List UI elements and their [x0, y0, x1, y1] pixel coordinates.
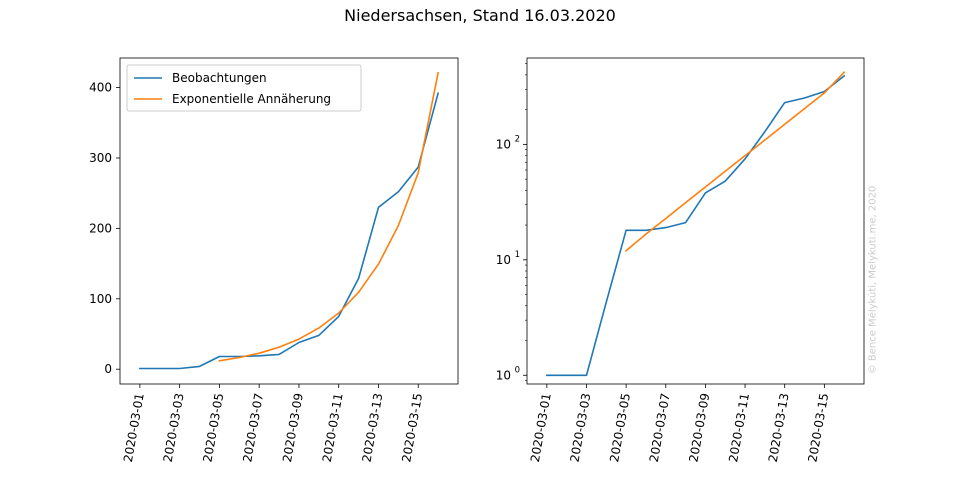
series-line-2 — [624, 71, 846, 252]
chart-1: 2020-03-01 2020-03-03 2020-03-05 2020-03-07… — [89, 57, 459, 463]
x-tick-label: 2020-03-07 — [240, 392, 266, 463]
legend-entry: Beobachtungen — [172, 71, 267, 85]
legend-box — [126, 64, 362, 112]
y-tick-label-exponent: 1 — [515, 250, 520, 260]
x-tick-label: 2020-03-07 — [647, 392, 673, 463]
x-tick-label: 2020-03-11 — [726, 392, 752, 463]
x-tick-label: 2020-03-13 — [766, 392, 792, 463]
series-line-1 — [139, 92, 440, 370]
x-tick-label: 2020-03-15 — [805, 392, 831, 463]
series-line-2 — [218, 71, 440, 362]
x-tick-label: 2020-03-15 — [399, 392, 425, 463]
y-tick-label: 400 — [89, 81, 112, 95]
y-tick-label: 10 — [496, 137, 511, 151]
chart-2: 2020-03-01 2020-03-03 2020-03-05 2020-03-07… — [496, 57, 865, 463]
legend-entry: Exponentielle Annäherung — [172, 92, 331, 106]
y-tick-label: 100 — [89, 292, 112, 306]
y-tick-label: 0 — [104, 362, 112, 376]
y-tick-label: 10 — [496, 253, 511, 267]
x-tick-label: 2020-03-05 — [607, 392, 633, 463]
x-tick-label: 2020-03-01 — [528, 392, 554, 463]
axes-frame — [526, 57, 865, 385]
figure-title: Niedersachsen, Stand 16.03.2020 — [344, 6, 616, 25]
x-tick-label: 2020-03-01 — [121, 392, 147, 463]
y-tick-label: 10 — [496, 368, 511, 382]
legend: Beobachtungen Exponentielle Annäherung — [126, 64, 362, 112]
x-tick-label: 2020-03-03 — [161, 392, 187, 463]
y-tick-label: 200 — [89, 221, 112, 235]
x-tick-label: 2020-03-09 — [280, 392, 306, 463]
x-tick-label: 2020-03-03 — [568, 392, 594, 463]
x-tick-label: 2020-03-11 — [320, 392, 346, 463]
watermark-text: © Bence Mélykúti, Melykuti.me, 2020 — [867, 185, 879, 375]
x-tick-label: 2020-03-09 — [686, 392, 712, 463]
axes-frame — [119, 57, 459, 385]
y-tick-label-exponent: 2 — [515, 134, 520, 144]
x-tick-label: 2020-03-05 — [200, 392, 226, 463]
y-tick-label: 300 — [89, 151, 112, 165]
series-line-1 — [545, 74, 846, 377]
y-tick-label-exponent: 0 — [515, 365, 520, 375]
x-tick-label: 2020-03-13 — [360, 392, 386, 463]
